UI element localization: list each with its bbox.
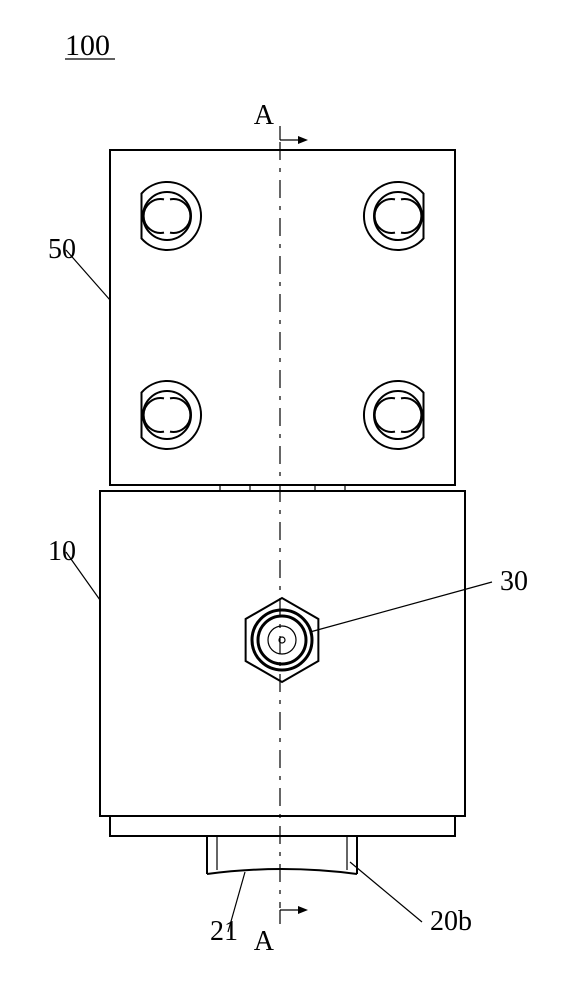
svg-text:A: A — [254, 926, 275, 957]
svg-text:50: 50 — [48, 234, 76, 265]
svg-text:10: 10 — [48, 536, 76, 567]
svg-text:A: A — [254, 100, 275, 131]
svg-text:30: 30 — [500, 566, 528, 597]
svg-text:100: 100 — [65, 29, 110, 62]
svg-text:21: 21 — [210, 916, 238, 947]
svg-text:20b: 20b — [430, 906, 472, 937]
